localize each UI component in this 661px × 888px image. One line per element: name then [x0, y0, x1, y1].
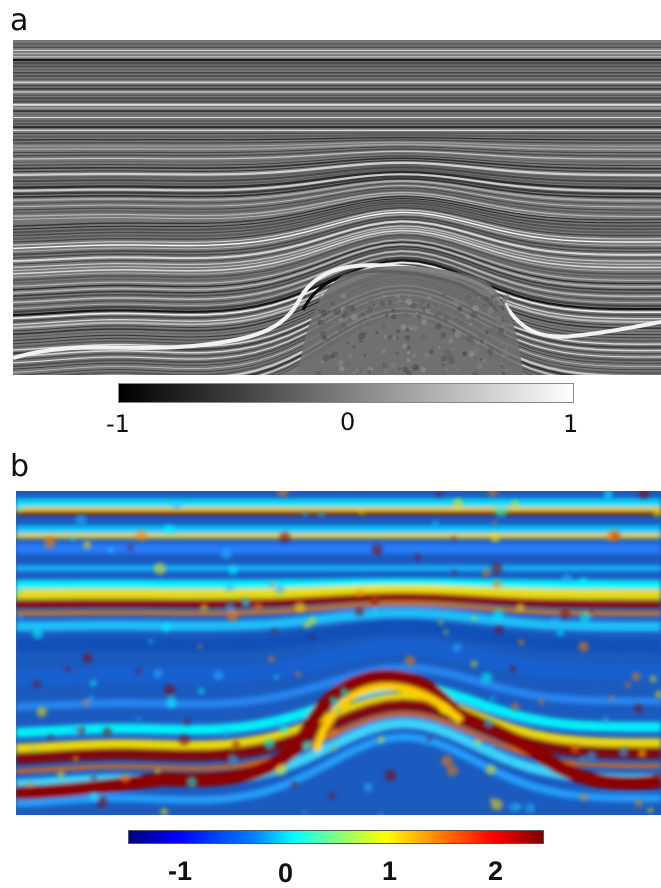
panel-b-letter: b [10, 449, 30, 484]
colorbar-tick-2: 2 [488, 856, 504, 886]
colorbar-tick-0: 0 [278, 858, 294, 888]
colorbar-tick-neg1: -1 [168, 856, 193, 886]
colorbar-tick-max: 1 [563, 410, 579, 438]
colorbar-tick-mid: 0 [340, 408, 356, 436]
seismic-attribute-heatmap [16, 491, 661, 815]
colorbar-tick-1: 1 [382, 856, 398, 886]
jet-colorbar [128, 830, 544, 844]
seismic-amplitude-image [13, 40, 661, 375]
panel-a-letter: a [10, 3, 29, 38]
grayscale-colorbar [118, 383, 574, 403]
colorbar-tick-min: -1 [106, 410, 130, 438]
